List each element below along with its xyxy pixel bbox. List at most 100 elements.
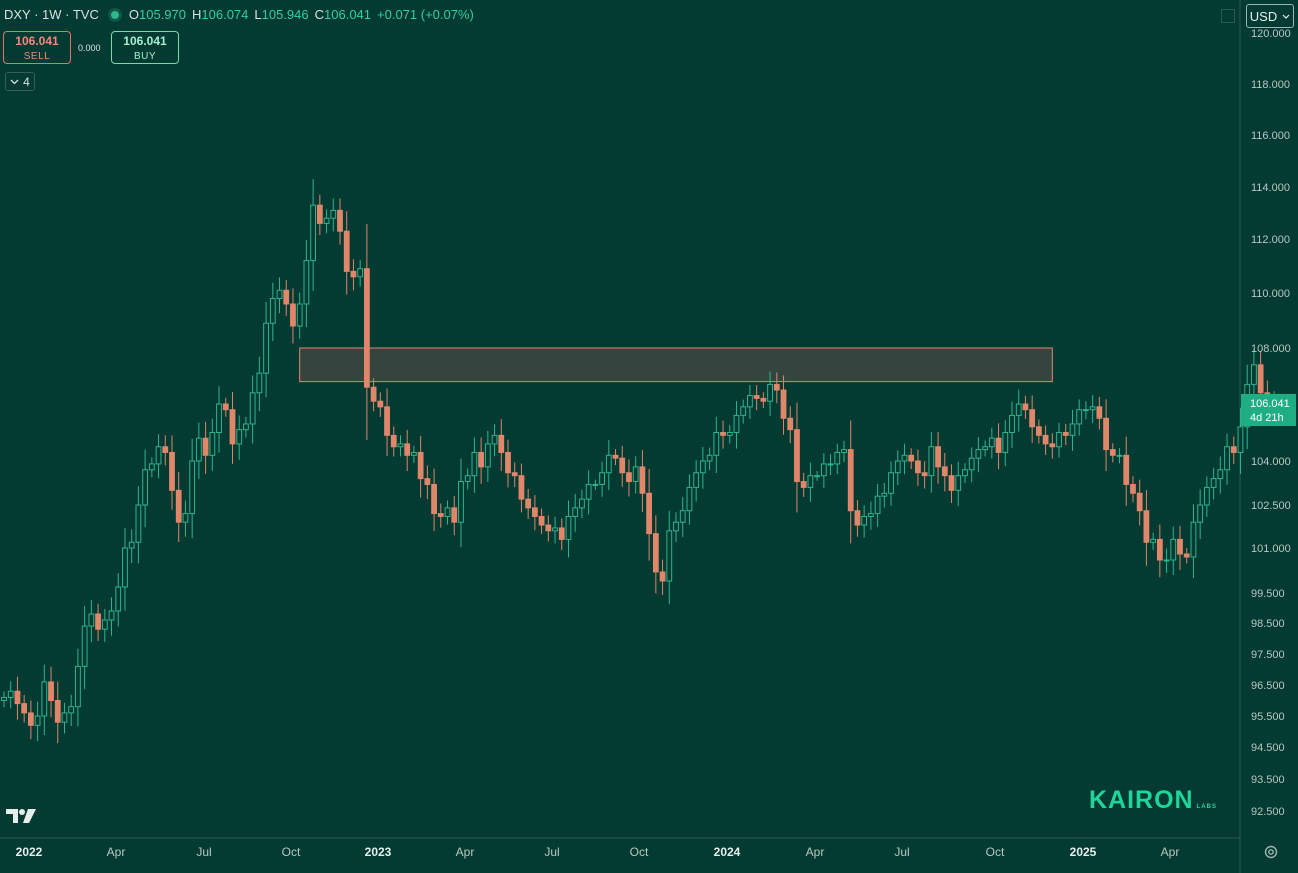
candle xyxy=(673,512,679,542)
candle-body xyxy=(888,472,894,494)
candle-body xyxy=(565,515,572,540)
candle-body xyxy=(1156,538,1163,561)
candle xyxy=(619,445,626,487)
symbol-title[interactable]: DXY · 1W · TVC xyxy=(4,7,99,22)
candle xyxy=(733,400,740,449)
candle xyxy=(686,474,693,525)
candle xyxy=(881,482,888,508)
gear-icon[interactable] xyxy=(1263,844,1279,860)
candle-body xyxy=(216,403,222,433)
candle xyxy=(135,486,142,564)
candle-body xyxy=(222,403,229,411)
candle-body xyxy=(1251,364,1257,385)
x-tick-label: Oct xyxy=(986,845,1005,859)
y-tick-label: 92.500 xyxy=(1251,806,1285,818)
candle xyxy=(545,515,552,542)
y-tick-label: 98.500 xyxy=(1251,618,1285,630)
candle xyxy=(458,458,464,548)
candle xyxy=(1217,456,1224,494)
candle xyxy=(1190,504,1197,578)
candle-body xyxy=(505,451,511,474)
candle xyxy=(941,452,948,492)
candle-body xyxy=(955,475,962,491)
candle xyxy=(155,434,162,479)
candle xyxy=(847,420,854,544)
square-icon[interactable] xyxy=(1221,9,1235,23)
candle xyxy=(48,666,54,718)
symbol-legend: DXY · 1W · TVC O 105.970 H 106.074 L 105.94… xyxy=(4,7,480,22)
y-tick-label: 93.500 xyxy=(1251,774,1285,786)
candle-body xyxy=(773,383,780,391)
spread-value: 0.000 xyxy=(78,43,101,53)
x-tick-label: 2024 xyxy=(714,845,741,859)
candle xyxy=(290,288,296,344)
candle xyxy=(14,676,21,720)
candle-body xyxy=(545,524,552,532)
open-key: O xyxy=(128,7,139,22)
candle xyxy=(296,292,303,339)
candle xyxy=(256,356,263,412)
candle-layer xyxy=(1,179,1277,744)
market-status-icon[interactable] xyxy=(110,10,119,19)
time-axis[interactable]: 2022 Apr Jul Oct 2023 Apr Jul Oct 2024 Apr Jul Oct 2… xyxy=(16,845,1180,859)
currency-select[interactable]: USD xyxy=(1246,4,1294,28)
candle-body xyxy=(384,406,390,436)
candle-body xyxy=(794,429,800,483)
candle xyxy=(1022,395,1029,419)
tradingview-logo-icon[interactable] xyxy=(6,807,38,825)
candle xyxy=(726,425,733,444)
candle-body xyxy=(243,423,249,431)
candle xyxy=(1130,476,1136,503)
candle-body xyxy=(424,478,431,485)
candle xyxy=(867,501,874,530)
indicators-collapse-button[interactable]: 4 xyxy=(5,72,35,91)
candle xyxy=(659,559,666,595)
candle-body xyxy=(841,449,847,453)
x-tick-label: 2023 xyxy=(365,845,392,859)
candle xyxy=(773,372,780,404)
candle xyxy=(1136,479,1143,526)
candle xyxy=(1116,448,1123,464)
candle xyxy=(21,694,28,723)
candle xyxy=(1096,396,1103,430)
candle-body xyxy=(1136,492,1143,512)
candle-body xyxy=(1049,443,1056,448)
candle xyxy=(357,259,364,287)
candle xyxy=(511,462,518,488)
open-value: 105.970 xyxy=(139,7,186,22)
candle-body xyxy=(894,460,901,474)
candle-body xyxy=(202,437,209,456)
candle xyxy=(794,402,800,513)
candle xyxy=(1251,349,1257,402)
candle xyxy=(1009,401,1015,448)
candle xyxy=(612,449,619,466)
candle xyxy=(1203,476,1210,517)
candle-body xyxy=(1237,426,1244,453)
candle xyxy=(68,694,75,727)
candle xyxy=(740,399,747,424)
candle-body xyxy=(935,446,941,468)
candle xyxy=(115,573,122,627)
y-tick-label: 108.000 xyxy=(1251,343,1291,355)
candle-body xyxy=(928,446,935,477)
candle-body xyxy=(411,451,417,456)
candle-body xyxy=(390,434,397,448)
sell-button[interactable]: 106.041 SELL xyxy=(3,31,71,64)
candle-body xyxy=(579,498,585,509)
resistance-zone[interactable] xyxy=(299,347,1053,383)
candle-body xyxy=(908,454,915,462)
candle xyxy=(874,483,881,527)
buy-button[interactable]: 106.041 BUY xyxy=(111,31,179,64)
candle-body xyxy=(1197,504,1204,523)
candle-body xyxy=(901,454,908,462)
candle-body xyxy=(75,665,81,708)
candle xyxy=(283,279,290,316)
candle-body xyxy=(1022,403,1029,411)
candle-body xyxy=(1002,432,1009,453)
high-value: 106.074 xyxy=(201,7,249,22)
candle-body xyxy=(1062,432,1069,436)
candle xyxy=(1183,548,1190,564)
candle-body xyxy=(249,392,256,425)
candle xyxy=(894,450,901,486)
